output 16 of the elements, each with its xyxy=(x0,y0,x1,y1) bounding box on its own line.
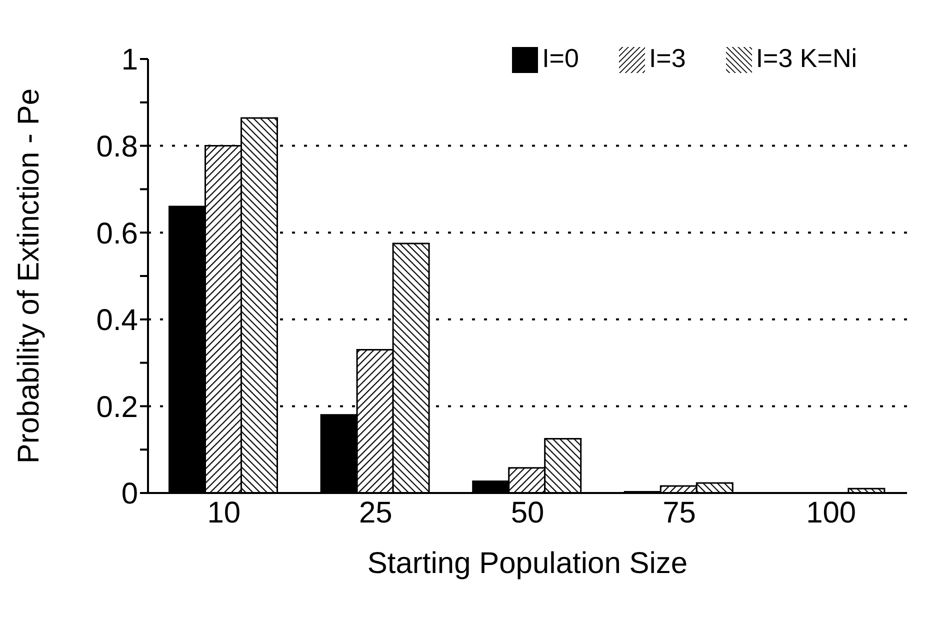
x-tick-label: 10 xyxy=(207,496,241,530)
y-tick-label: 0.6 xyxy=(96,217,138,250)
x-tick-label: 25 xyxy=(359,496,392,530)
y-tick-label: 0 xyxy=(121,478,138,511)
y-tick-label: 0.8 xyxy=(96,130,138,164)
legend-label: I=0 xyxy=(542,43,579,73)
y-tick-label: 0.2 xyxy=(96,390,138,424)
y-axis-title: Probability of Extinction - Pe xyxy=(12,88,46,464)
legend-label: I=3 xyxy=(648,43,686,73)
y-tick-label: 0.4 xyxy=(96,304,138,338)
x-axis-title: Starting Population Size xyxy=(367,547,688,580)
y-tick-label: 1 xyxy=(121,44,138,77)
x-tick-label: 50 xyxy=(510,496,544,530)
x-tick-label: 75 xyxy=(662,496,696,530)
x-tick-label: 100 xyxy=(806,496,856,530)
legend-label: I=3 K=Ni xyxy=(756,43,857,73)
